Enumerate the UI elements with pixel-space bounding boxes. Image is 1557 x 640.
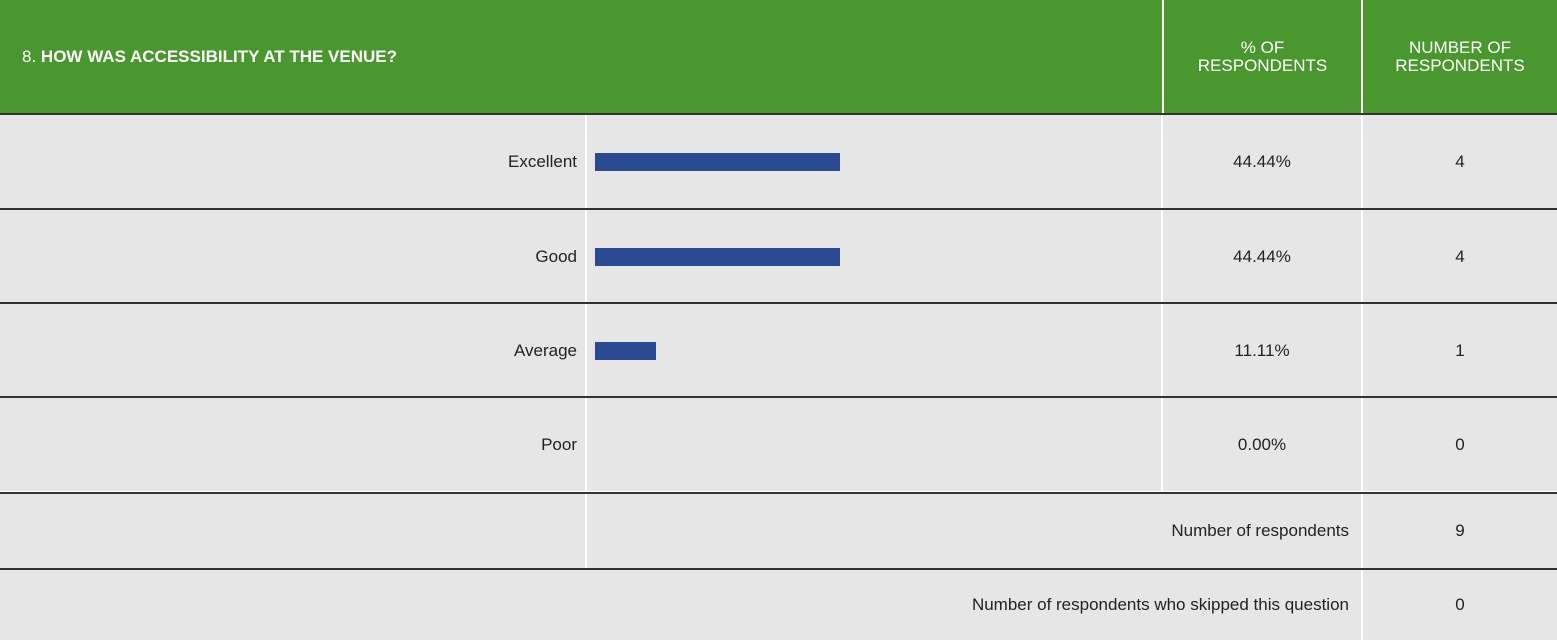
question-text: HOW WAS ACCESSIBILITY AT THE VENUE? bbox=[40, 47, 397, 66]
count-heading-cell: NUMBER OF RESPONDENTS bbox=[1362, 0, 1557, 114]
row-divider bbox=[0, 208, 1557, 210]
percent-heading-cell: % OF RESPONDENTS bbox=[1163, 0, 1361, 114]
summary-count: 0 bbox=[1363, 570, 1557, 640]
percent: 44.44% bbox=[1163, 210, 1361, 303]
percent: 0.00% bbox=[1163, 398, 1361, 491]
bar-cell bbox=[587, 210, 1161, 303]
bar-cell bbox=[587, 115, 1161, 208]
question-number: 8. bbox=[22, 47, 37, 66]
summary-count: 9 bbox=[1363, 494, 1557, 568]
count: 4 bbox=[1363, 210, 1557, 303]
percent-heading: % OF RESPONDENTS bbox=[1197, 38, 1328, 75]
summary-label: Number of respondents who skipped this q… bbox=[0, 570, 1361, 640]
row-label: Poor bbox=[0, 398, 585, 491]
summary-label: Number of respondents bbox=[587, 494, 1361, 568]
row-divider bbox=[0, 302, 1557, 304]
count: 1 bbox=[1363, 304, 1557, 397]
row-label: Good bbox=[0, 210, 585, 303]
percent: 44.44% bbox=[1163, 115, 1361, 208]
row-divider bbox=[0, 396, 1557, 398]
row-label: Excellent bbox=[0, 115, 585, 208]
percent: 11.11% bbox=[1163, 304, 1361, 397]
row-label: Average bbox=[0, 304, 585, 397]
row-divider bbox=[0, 113, 1557, 115]
count: 0 bbox=[1363, 398, 1557, 491]
bar bbox=[595, 152, 841, 171]
bar bbox=[595, 341, 657, 360]
count: 4 bbox=[1363, 115, 1557, 208]
row-divider bbox=[0, 568, 1557, 570]
bar-cell bbox=[587, 398, 1161, 491]
bar-cell bbox=[587, 304, 1161, 397]
bar bbox=[595, 247, 841, 266]
row-divider bbox=[0, 492, 1557, 494]
count-heading: NUMBER OF RESPONDENTS bbox=[1395, 38, 1525, 75]
summary-blank bbox=[0, 494, 585, 568]
header-question: 8. HOW WAS ACCESSIBILITY AT THE VENUE? bbox=[0, 0, 1162, 114]
